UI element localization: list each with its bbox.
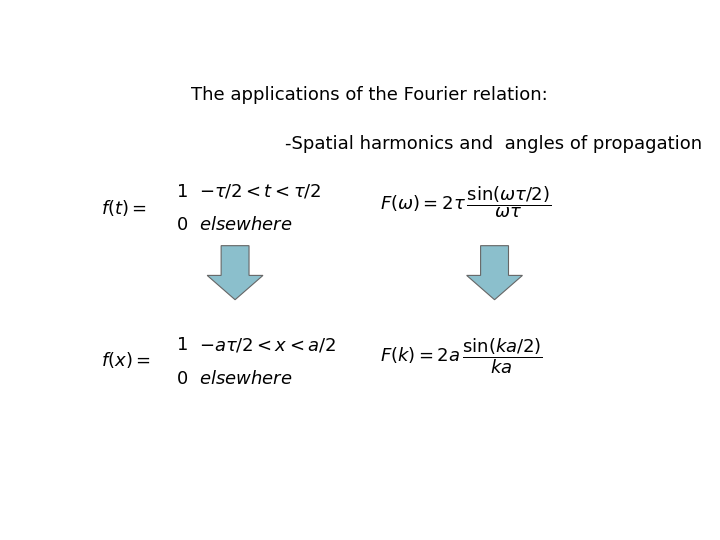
Text: $\mathit{elsewhere}$: $\mathit{elsewhere}$ bbox=[199, 216, 292, 234]
Text: $1$: $1$ bbox=[176, 183, 188, 201]
Text: $1$: $1$ bbox=[176, 336, 188, 354]
Text: The applications of the Fourier relation:: The applications of the Fourier relation… bbox=[191, 85, 547, 104]
Text: $-\tau/2 < t < \tau/2$: $-\tau/2 < t < \tau/2$ bbox=[199, 183, 321, 201]
Polygon shape bbox=[207, 246, 263, 300]
Text: $F(k) = 2a\,\dfrac{\sin(ka/2)}{ka}$: $F(k) = 2a\,\dfrac{\sin(ka/2)}{ka}$ bbox=[380, 336, 543, 376]
Text: $\mathit{elsewhere}$: $\mathit{elsewhere}$ bbox=[199, 370, 292, 388]
Text: $f(x) =$: $f(x) =$ bbox=[101, 350, 150, 370]
Text: $0$: $0$ bbox=[176, 370, 189, 388]
Polygon shape bbox=[467, 246, 523, 300]
Text: $0$: $0$ bbox=[176, 216, 189, 234]
Text: $F(\omega) = 2\tau\,\dfrac{\sin(\omega\tau/2)}{\omega\tau}$: $F(\omega) = 2\tau\,\dfrac{\sin(\omega\t… bbox=[380, 184, 552, 220]
Text: $-a\tau/2 < x < a/2$: $-a\tau/2 < x < a/2$ bbox=[199, 336, 336, 354]
Text: -Spatial harmonics and  angles of propagation: -Spatial harmonics and angles of propaga… bbox=[285, 136, 703, 153]
Text: $f(t) =$: $f(t) =$ bbox=[101, 198, 147, 218]
